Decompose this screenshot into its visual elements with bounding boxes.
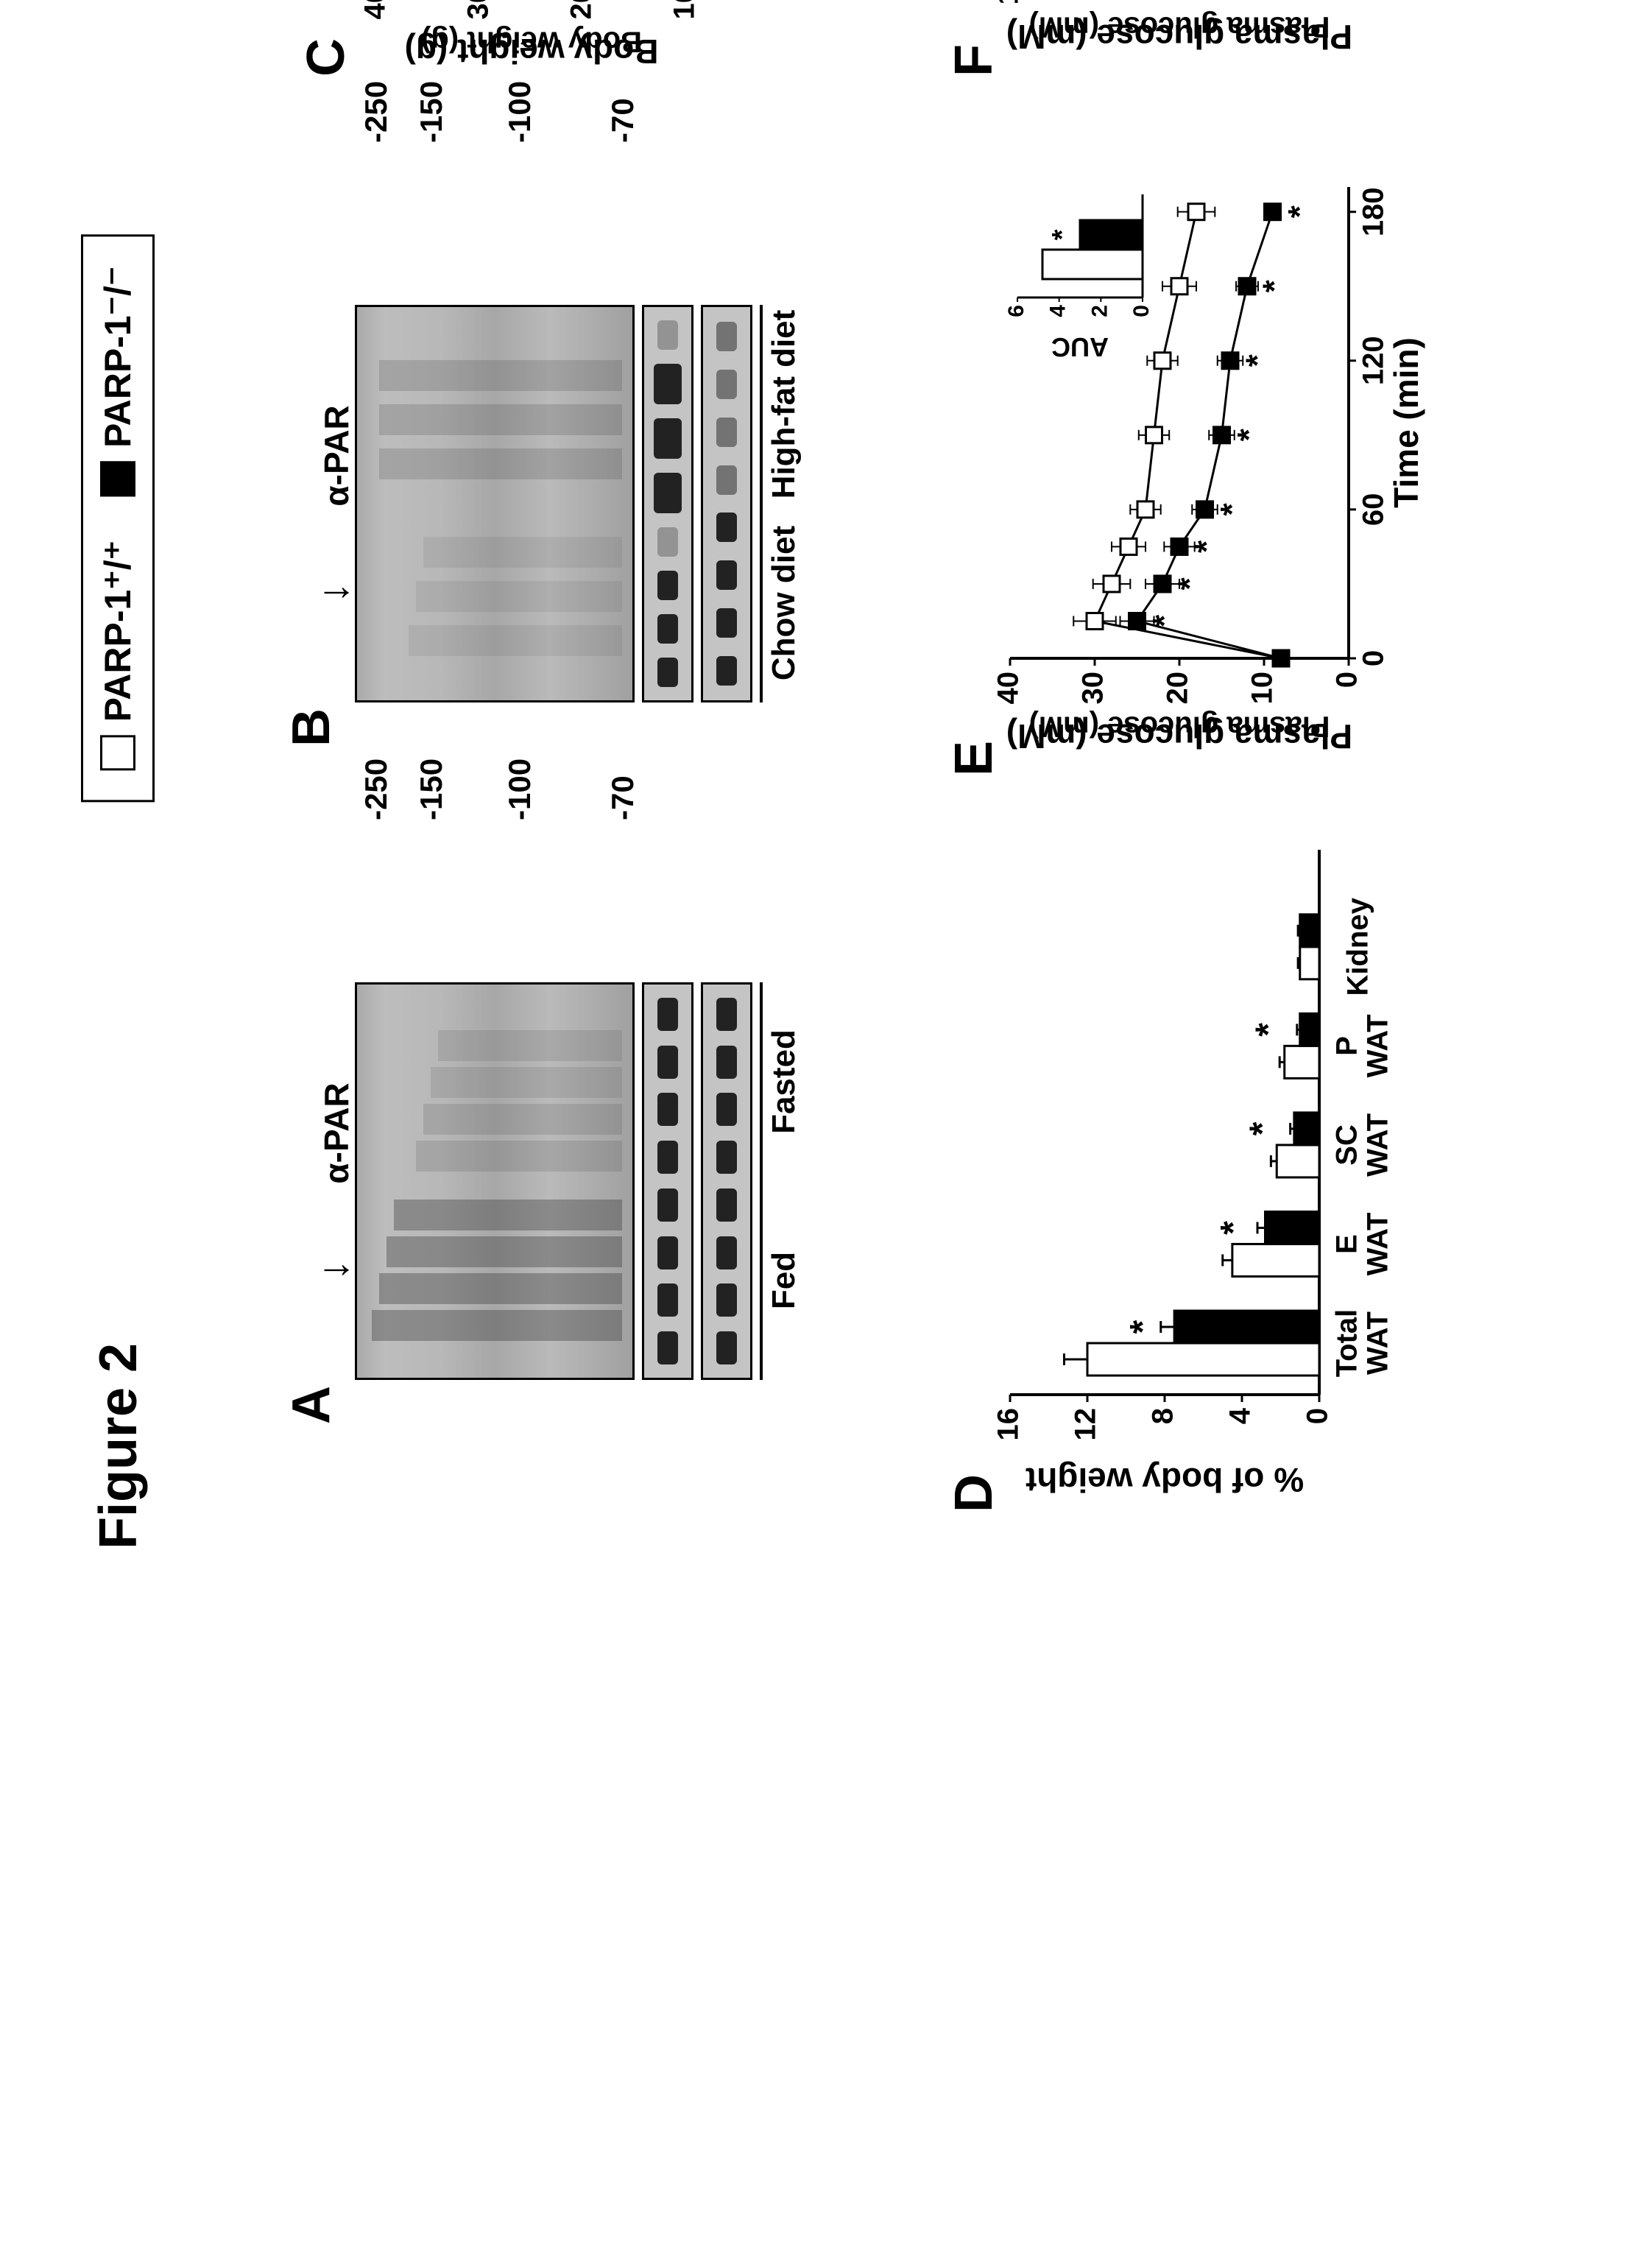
swatch-ko xyxy=(100,461,135,496)
svg-text:% of body weight: % of body weight xyxy=(1026,1461,1304,1499)
svg-text:10: 10 xyxy=(992,0,1025,5)
svg-text:*: * xyxy=(1240,353,1276,367)
svg-text:16: 16 xyxy=(992,1408,1025,1441)
svg-text:10: 10 xyxy=(1246,672,1279,705)
panel-c: C 10203040481216Body weight (g)Body weig… xyxy=(311,0,756,69)
legend-wt-label: PARP-1⁺/⁺ xyxy=(96,540,139,722)
svg-text:*: * xyxy=(1189,540,1225,553)
svg-text:WAT: WAT xyxy=(1362,1213,1394,1276)
legend-wt: PARP-1⁺/⁺ xyxy=(96,540,139,770)
panel-b-title: α-PAR xyxy=(317,405,356,506)
svg-text:4: 4 xyxy=(1046,305,1070,317)
svg-text:10: 10 xyxy=(668,0,701,20)
svg-text:Total: Total xyxy=(1331,1309,1363,1378)
svg-text:WAT: WAT xyxy=(1362,1113,1394,1177)
svg-text:Body weight (g): Body weight (g) xyxy=(405,32,659,71)
panel-b: B α-PAR ↓ -250 -150 -100 -70 xyxy=(296,209,752,739)
panel-a-label: A xyxy=(281,1386,342,1424)
svg-text:*: * xyxy=(1257,279,1293,292)
blot-b-parp1: PARP-1 xyxy=(642,305,693,702)
legend-ko: PARP-1⁻/⁻ xyxy=(96,267,139,496)
panel-f: F 0246810060120180Plasma glucose (mM)Pla… xyxy=(959,0,1419,69)
svg-text:180: 180 xyxy=(1358,187,1390,236)
blot-a-parp1: PARP-1 xyxy=(642,982,693,1380)
swatch-wt xyxy=(100,735,135,770)
panel-d: D 0481216% of body weight*TotalWAT*EWAT*… xyxy=(959,828,1419,1505)
svg-text:*: * xyxy=(1282,205,1318,218)
svg-text:4: 4 xyxy=(1224,1407,1257,1424)
panel-c-label: C xyxy=(296,38,356,77)
svg-text:40: 40 xyxy=(992,672,1025,705)
svg-text:*: * xyxy=(1047,229,1078,240)
svg-text:*: * xyxy=(1214,502,1250,515)
panel-e-label: E xyxy=(944,741,1004,776)
svg-text:*: * xyxy=(1172,577,1208,591)
svg-text:*: * xyxy=(1243,1121,1282,1135)
arrow-icon: ↓ xyxy=(309,1260,357,1281)
svg-text:AUC: AUC xyxy=(1051,332,1109,362)
panel-d-label: D xyxy=(944,1474,1004,1512)
line-chart-e: 010203040060120180Plasma glucose (mM)Pla… xyxy=(1003,180,1415,666)
svg-text:8: 8 xyxy=(1147,1408,1179,1424)
svg-text:P: P xyxy=(1331,1036,1363,1056)
panel-f-label: F xyxy=(944,44,1004,77)
svg-text:60: 60 xyxy=(1358,493,1390,526)
svg-text:12: 12 xyxy=(1070,1408,1102,1441)
panel-b-label: B xyxy=(281,708,342,747)
svg-text:SC: SC xyxy=(1331,1124,1363,1166)
svg-text:*: * xyxy=(1123,1320,1162,1334)
svg-text:Time (min): Time (min) xyxy=(1387,337,1425,508)
svg-text:WAT: WAT xyxy=(1362,1014,1394,1077)
svg-text:WAT: WAT xyxy=(1362,1311,1394,1375)
legend-ko-label: PARP-1⁻/⁻ xyxy=(96,267,139,448)
panel-a-title: α-PAR xyxy=(317,1082,356,1183)
svg-text:40: 40 xyxy=(359,0,392,20)
svg-text:*: * xyxy=(1231,428,1267,441)
svg-text:Kidney: Kidney xyxy=(1342,897,1374,996)
svg-text:0: 0 xyxy=(1129,305,1154,317)
svg-text:Plasma glucose (mM): Plasma glucose (mM) xyxy=(1006,717,1352,756)
svg-text:30: 30 xyxy=(462,0,495,20)
svg-text:*: * xyxy=(1249,1023,1288,1037)
svg-text:0: 0 xyxy=(1358,650,1390,666)
svg-text:Plasma glucose (mM): Plasma glucose (mM) xyxy=(1006,18,1352,56)
svg-text:2: 2 xyxy=(1087,305,1112,317)
svg-text:E: E xyxy=(1331,1234,1363,1254)
blot-a-main xyxy=(355,982,635,1380)
blot-b-tubulin: Tubulin xyxy=(701,305,752,702)
svg-text:20: 20 xyxy=(565,0,598,20)
panel-a-conditions: Fed Fasted xyxy=(760,982,802,1380)
bar-chart-d: 0481216% of body weight*TotalWAT*EWAT*SC… xyxy=(1003,842,1415,1402)
svg-text:30: 30 xyxy=(1077,672,1109,705)
svg-text:0: 0 xyxy=(1331,672,1363,688)
svg-text:6: 6 xyxy=(1004,305,1028,317)
panel-e: E 010203040060120180Plasma glucose (mM)P… xyxy=(959,165,1419,769)
blot-a-tubulin: Tubulin xyxy=(701,982,752,1380)
panel-a: A α-PAR ↓ -250 -150 -100 xyxy=(296,887,752,1417)
legend: PARP-1⁺/⁺ PARP-1⁻/⁻ xyxy=(81,235,155,803)
svg-text:0: 0 xyxy=(1302,1408,1334,1424)
svg-text:20: 20 xyxy=(1162,672,1194,705)
svg-text:120: 120 xyxy=(1358,336,1390,385)
blot-b-main xyxy=(355,305,635,702)
panel-b-conditions: Chow diet High-fat diet xyxy=(760,305,802,702)
svg-text:*: * xyxy=(1214,1221,1253,1235)
arrow-icon: ↓ xyxy=(309,582,357,603)
svg-text:*: * xyxy=(1146,614,1182,627)
